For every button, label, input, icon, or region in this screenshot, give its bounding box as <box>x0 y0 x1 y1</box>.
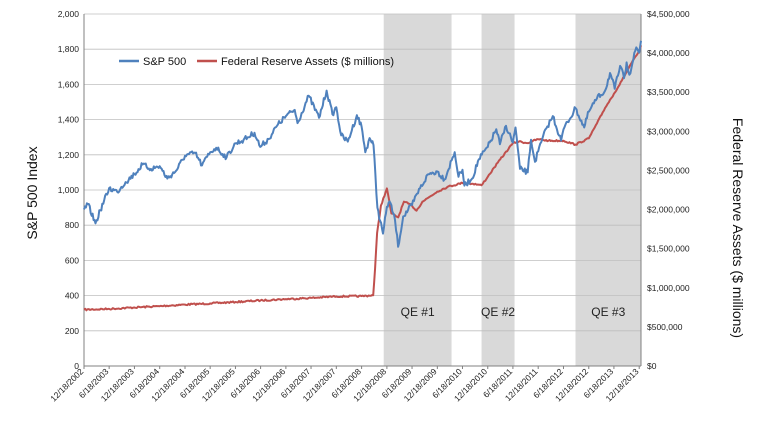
y2-tick-label: $4,500,000 <box>647 9 690 19</box>
y2-tick-label: $1,000,000 <box>647 283 690 293</box>
qe-band-label-2: QE #2 <box>481 305 515 319</box>
y-tick-label: 1,000 <box>58 185 80 195</box>
y-tick-label: 0 <box>74 361 79 371</box>
y-tick-label: 400 <box>65 291 79 301</box>
y2-tick-label: $500,000 <box>647 322 683 332</box>
y2-tick-label: $4,000,000 <box>647 48 690 58</box>
y-tick-label: 1,200 <box>58 150 80 160</box>
y-axis-title: S&P 500 Index <box>24 146 40 239</box>
y-tick-label: 2,000 <box>58 9 80 19</box>
legend-label-sp500: S&P 500 <box>143 56 186 68</box>
legend-label-fed-assets: Federal Reserve Assets ($ millions) <box>221 56 394 68</box>
qe-band-labels: QE #1 QE #2 QE #3 <box>401 305 626 319</box>
y-tick-label: 1,400 <box>58 115 80 125</box>
y-tick-label: 600 <box>65 255 79 265</box>
series-lines <box>83 40 642 312</box>
axes <box>83 14 642 369</box>
y2-tick-label: $2,000,000 <box>647 205 690 215</box>
series-line-fed-assets <box>83 45 642 312</box>
y-tick-label: 800 <box>65 220 79 230</box>
y-tick-label: 1,800 <box>58 44 80 54</box>
series-line-sp500 <box>83 40 642 248</box>
y2-tick-label: $3,500,000 <box>647 87 690 97</box>
y2-tick-label: $1,500,000 <box>647 244 690 254</box>
y2-axis-title: Federal Reserve Assets ($ millions) <box>730 118 746 338</box>
y2-tick-label: $0 <box>647 361 657 371</box>
y2-tick-label: $2,500,000 <box>647 165 690 175</box>
y-tick-label: 200 <box>65 326 79 336</box>
legend: S&P 500 Federal Reserve Assets ($ millio… <box>119 56 394 68</box>
y2-tick-label: $3,000,000 <box>647 126 690 136</box>
qe-band-label-3: QE #3 <box>591 305 625 319</box>
qe-band-label-1: QE #1 <box>401 305 435 319</box>
y-tick-label: 1,600 <box>58 79 80 89</box>
